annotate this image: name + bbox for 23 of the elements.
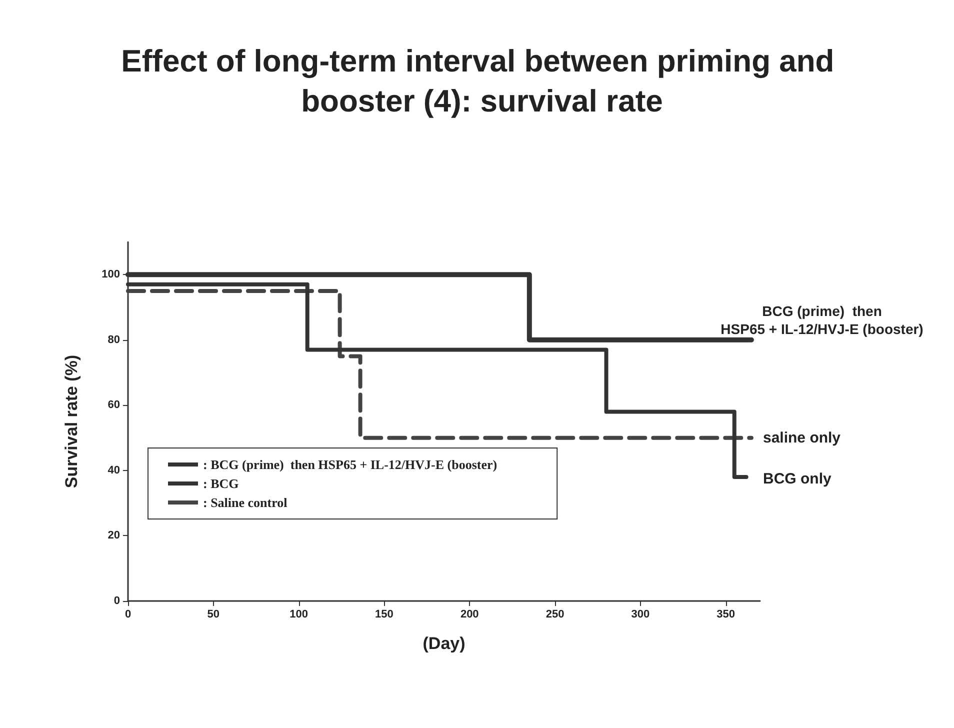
text: BCG only bbox=[763, 470, 832, 488]
y-tick-label: 80 bbox=[108, 334, 120, 346]
legend-label: : BCG (prime) then HSP65 + IL-12/HVJ-E (booster) bbox=[203, 457, 498, 472]
x-tick-label: 300 bbox=[631, 608, 650, 620]
y-tick-label: 100 bbox=[102, 268, 120, 281]
text: saline only bbox=[763, 430, 842, 446]
y-tick-label: 40 bbox=[108, 464, 120, 476]
y-axis-title: Survival rate (%) bbox=[62, 354, 81, 488]
legend-label: : Saline control bbox=[203, 495, 288, 510]
x-tick-label: 250 bbox=[546, 608, 564, 620]
y-tick-label: 60 bbox=[108, 399, 120, 412]
x-tick-label: 0 bbox=[124, 608, 132, 620]
y-tick-label: 0 bbox=[114, 595, 120, 607]
x-axis-title: (Day) bbox=[422, 634, 466, 653]
x-tick-label: 100 bbox=[290, 608, 308, 620]
y-tick-label: 20 bbox=[108, 530, 120, 542]
x-tick-label: 150 bbox=[375, 608, 394, 620]
x-tick-label: 350 bbox=[716, 608, 736, 620]
x-tick-label: 50 bbox=[207, 608, 220, 620]
chart-title: Effect of long-term interval between priming and booster (4): survival rate bbox=[121, 44, 843, 118]
x-tick-label: 200 bbox=[460, 608, 479, 620]
legend-label: : BCG bbox=[203, 476, 239, 491]
annotation: BCG (prime) then HSP65 + IL-12/HVJ-E (booster) bbox=[720, 303, 924, 337]
